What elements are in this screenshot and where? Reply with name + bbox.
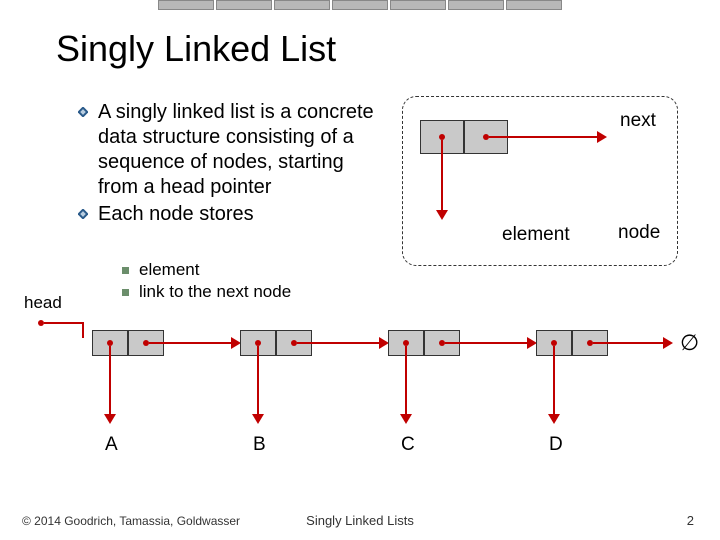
list-next-arrow: [593, 342, 665, 344]
square-bullet-icon: [122, 289, 129, 296]
element-label: element: [502, 224, 570, 246]
node-label-b: B: [253, 434, 266, 456]
sub-bullet-text: element: [139, 260, 199, 280]
bullet-item: Each node stores: [78, 202, 378, 227]
node-label: node: [618, 222, 660, 244]
list-element-arrow: [257, 346, 259, 416]
head-arrow-v: [82, 322, 84, 338]
head-arrow: [44, 322, 84, 324]
list-element-arrow-head: [252, 414, 264, 424]
node-structure-diagram: next element node: [402, 96, 680, 268]
bullet-list: A singly linked list is a concrete data …: [78, 100, 378, 229]
sub-bullet-item: element: [122, 260, 291, 280]
tab: [390, 0, 446, 10]
element-arrow-head: [436, 210, 448, 220]
node-label-d: D: [549, 434, 563, 456]
tab: [274, 0, 330, 10]
list-element-arrow-head: [104, 414, 116, 424]
tab: [506, 0, 562, 10]
list-element-arrow: [405, 346, 407, 416]
sub-bullet-item: link to the next node: [122, 282, 291, 302]
sub-bullet-list: element link to the next node: [122, 260, 291, 304]
tab: [448, 0, 504, 10]
list-next-arrow: [149, 342, 233, 344]
footer-title: Singly Linked Lists: [306, 513, 414, 528]
linked-list-diagram: A B C D ∅: [32, 316, 702, 456]
diamond-bullet-icon: [78, 209, 88, 219]
head-label: head: [24, 293, 62, 313]
slide-title: Singly Linked List: [56, 28, 336, 70]
list-next-arrow-head: [663, 337, 673, 349]
tab: [158, 0, 214, 10]
square-bullet-icon: [122, 267, 129, 274]
tab: [332, 0, 388, 10]
next-arrow-head: [597, 131, 607, 143]
tab: [216, 0, 272, 10]
slide-tabs: [158, 0, 562, 10]
sub-bullet-text: link to the next node: [139, 282, 291, 302]
list-next-arrow: [445, 342, 529, 344]
null-symbol: ∅: [680, 330, 699, 356]
list-element-arrow-head: [400, 414, 412, 424]
node-label-a: A: [105, 434, 118, 456]
bullet-text: A singly linked list is a concrete data …: [98, 100, 378, 200]
footer-copyright: © 2014 Goodrich, Tamassia, Goldwasser: [22, 514, 240, 528]
next-arrow: [489, 136, 599, 138]
bullet-item: A singly linked list is a concrete data …: [78, 100, 378, 200]
bullet-text: Each node stores: [98, 202, 254, 227]
next-label: next: [620, 110, 656, 132]
list-element-arrow-head: [548, 414, 560, 424]
footer-page-number: 2: [687, 513, 694, 528]
list-element-arrow: [109, 346, 111, 416]
element-arrow: [441, 140, 443, 212]
node-label-c: C: [401, 434, 415, 456]
list-element-arrow: [553, 346, 555, 416]
diamond-bullet-icon: [78, 107, 88, 117]
list-next-arrow: [297, 342, 381, 344]
